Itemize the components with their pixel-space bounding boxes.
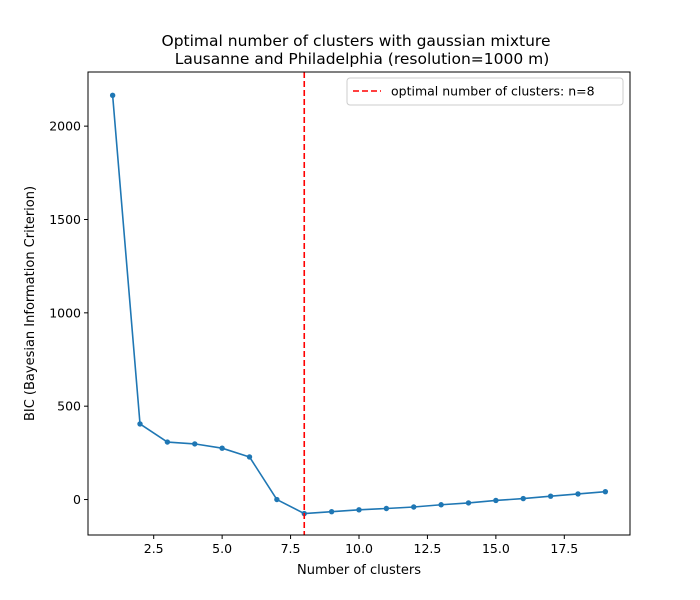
data-point bbox=[137, 421, 143, 427]
chart-title: Optimal number of clusters with gaussian… bbox=[162, 32, 551, 50]
data-point bbox=[328, 508, 335, 515]
y-tick-label: 2000 bbox=[49, 119, 81, 134]
data-point bbox=[274, 496, 280, 503]
y-tick-label: 0 bbox=[73, 492, 81, 507]
data-point bbox=[438, 502, 444, 508]
x-tick-label: 7.5 bbox=[281, 541, 301, 556]
x-axis-label: Number of clusters bbox=[297, 563, 421, 578]
legend-box bbox=[346, 77, 624, 106]
data-point bbox=[520, 495, 526, 502]
data-point bbox=[465, 500, 472, 506]
x-tick-label: 17.5 bbox=[550, 541, 578, 556]
plot-frame bbox=[87, 71, 631, 536]
series-line bbox=[111, 95, 606, 515]
y-tick-label: 1000 bbox=[49, 305, 81, 320]
data-point bbox=[109, 92, 116, 99]
x-tick-label: 5.0 bbox=[212, 541, 232, 556]
x-tick-label: 10.0 bbox=[345, 541, 373, 556]
data-point bbox=[356, 507, 362, 513]
data-point bbox=[547, 493, 554, 499]
legend: optimal number of clusters: n=8 bbox=[346, 77, 624, 106]
data-point bbox=[192, 441, 198, 447]
y-axis-label: BIC (Bayesian Information Criterion) bbox=[23, 186, 38, 421]
y-tick-label: 1500 bbox=[49, 212, 81, 227]
data-point bbox=[602, 488, 609, 495]
chart-subtitle: Lausanne and Philadelphia (resolution=10… bbox=[175, 50, 550, 68]
x-tick-label: 12.5 bbox=[414, 541, 442, 556]
data-point bbox=[383, 505, 390, 512]
y-tick-label: 500 bbox=[57, 399, 81, 414]
data-point bbox=[164, 439, 171, 445]
plot-area: 2.5 5.0 7.5 10.0 12.5 15.0 17.5 0 500 1000 1500 200… bbox=[49, 72, 609, 556]
x-tick-label: 15.0 bbox=[482, 541, 510, 556]
data-point bbox=[493, 497, 499, 504]
data-point bbox=[411, 504, 417, 510]
data-point bbox=[246, 454, 253, 460]
x-tick-label: 2.5 bbox=[144, 541, 164, 556]
data-point bbox=[219, 445, 225, 451]
data-point bbox=[575, 491, 581, 497]
legend-label-vline: optimal number of clusters: n=8 bbox=[391, 84, 595, 99]
